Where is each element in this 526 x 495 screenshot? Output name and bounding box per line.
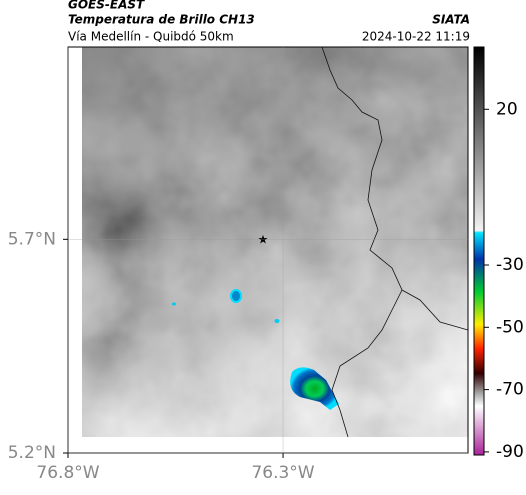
route: Vía Medellín - Quibdó 50km	[68, 30, 234, 44]
x-tick-label: 76.3°W	[251, 463, 314, 483]
y-tick-label: 5.2°N	[8, 443, 56, 463]
satellite: GOES-EAST	[68, 0, 145, 12]
colorbar-tick-label: -50	[496, 317, 524, 337]
axes: 76.8°W 76.3°W 5.2°N 5.7°N 20 -30 -50 -70 -90	[8, 47, 524, 483]
x-tick-label: 76.8°W	[36, 463, 99, 483]
colorbar-tick-label: 20	[496, 99, 518, 119]
border	[321, 46, 403, 438]
cold-cell	[230, 289, 242, 303]
storm-cell	[290, 367, 339, 410]
colorbar-tick-label: -90	[496, 442, 524, 462]
y-tick-label: 5.7°N	[8, 229, 56, 249]
colorbar-tick-label: -30	[496, 255, 524, 275]
map: ★	[67, 46, 469, 454]
colorbar-tick-label: -70	[496, 380, 524, 400]
source: SIATA	[432, 13, 470, 27]
datetime: 2024-10-22 11:19	[362, 30, 470, 44]
colorbar	[473, 46, 485, 456]
border	[401, 289, 469, 331]
product: Temperatura de Brillo CH13	[68, 13, 255, 27]
